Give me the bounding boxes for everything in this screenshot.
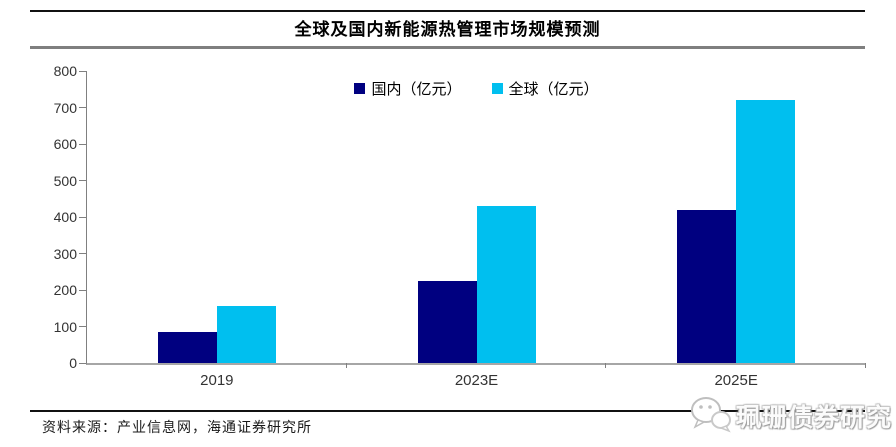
watermark-text: 珮珊债券研究: [736, 403, 893, 432]
x-axis-tick: [605, 363, 607, 368]
y-axis-tick: [79, 289, 86, 291]
x-axis-label: 2023E: [454, 372, 499, 389]
legend-item-1: 全球（亿元）: [491, 78, 599, 99]
legend-label: 国内（亿元）: [371, 80, 462, 98]
y-axis-label: 200: [53, 282, 77, 298]
bar-2019-series-1: [216, 306, 276, 363]
y-axis-label: 800: [53, 63, 77, 79]
x-axis-tick: [345, 363, 347, 368]
title-underline: [30, 46, 865, 49]
y-axis-tick: [79, 143, 86, 145]
y-axis-label: 100: [53, 318, 77, 335]
y-axis-tick: [79, 70, 86, 72]
y-axis-label: 600: [53, 136, 77, 152]
y-axis-label: 0: [69, 355, 77, 371]
legend-label: 全球（亿元）: [508, 80, 599, 98]
y-axis-tick: [79, 180, 86, 181]
y-axis-label: 700: [53, 99, 77, 116]
y-axis-tick: [79, 216, 86, 218]
bar-2019-series-0: [157, 331, 217, 363]
chart-title: 全球及国内新能源热管理市场规模预测: [294, 20, 601, 40]
y-axis-tick: [79, 362, 86, 364]
wechat-icon: [688, 394, 732, 439]
source-note: 资料来源：产业信息网，海通证券研究所: [42, 420, 312, 436]
y-axis-tick: [79, 253, 86, 254]
y-axis-label: 500: [53, 172, 77, 189]
legend-swatch: [354, 83, 366, 94]
top-divider-line: [30, 10, 865, 12]
x-axis-label: 2019: [200, 372, 234, 389]
x-axis-tick: [865, 363, 866, 368]
chart-legend: 国内（亿元） 全球（亿元）: [87, 78, 866, 99]
y-axis-label: 300: [53, 245, 77, 262]
bar-2023E-series-1: [476, 206, 536, 363]
bottom-divider-line: [30, 410, 865, 412]
legend-swatch: [491, 83, 503, 94]
watermark: 珮珊债券研究: [688, 390, 891, 442]
y-axis-label: 400: [53, 209, 77, 225]
legend-item-0: 国内（亿元）: [354, 78, 462, 99]
y-axis-tick: [79, 326, 86, 327]
bar-2025E-series-0: [677, 209, 737, 363]
bar-2023E-series-0: [417, 280, 477, 363]
bar-chart-plot-area: 国内（亿元） 全球（亿元） 0 100 200 300 400 500 600 700 800 20…: [54, 63, 866, 389]
x-axis-label: 2025E: [714, 372, 758, 389]
y-axis-tick: [79, 107, 86, 108]
bar-2025E-series-1: [736, 100, 796, 363]
